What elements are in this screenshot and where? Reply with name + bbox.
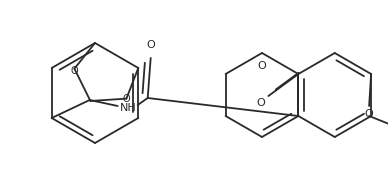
Text: O: O (71, 66, 78, 76)
Text: O: O (365, 109, 374, 119)
Text: O: O (123, 94, 130, 104)
Text: O: O (146, 40, 155, 50)
Text: NH: NH (120, 103, 137, 113)
Text: O: O (256, 98, 265, 108)
Text: O: O (258, 61, 267, 71)
